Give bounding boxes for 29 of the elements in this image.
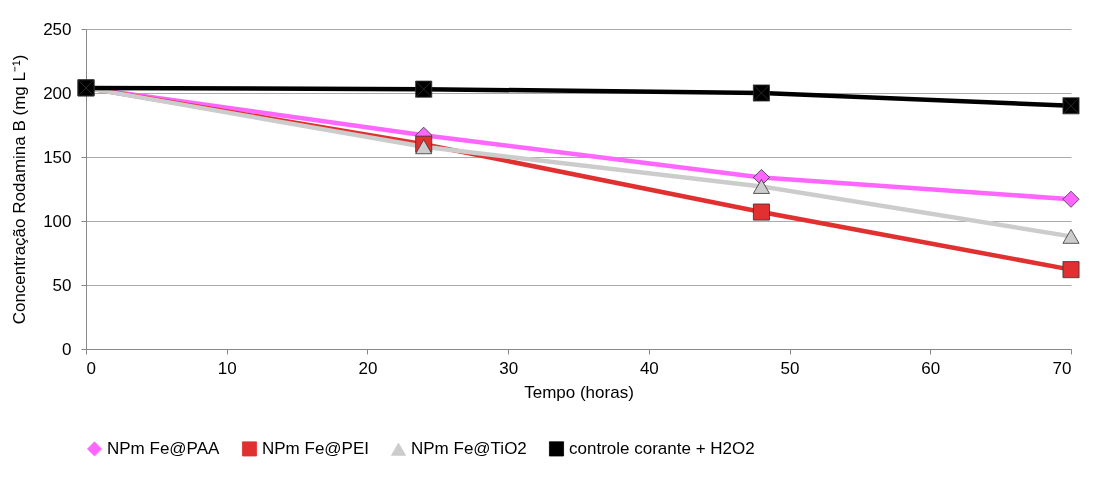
point <box>1062 190 1080 208</box>
point <box>752 179 770 194</box>
y-tick-label: 100 <box>43 211 72 231</box>
legend-label: controle corante + H2O2 <box>569 438 755 458</box>
y-axis-title: Concentração Rodamina B (mg L⁻¹) <box>10 54 30 325</box>
legend-label: NPm Fe@PEI <box>262 438 369 458</box>
point <box>415 80 433 98</box>
x-axis-title: Tempo (horas) <box>524 382 634 402</box>
x-tick-label: 10 <box>217 358 237 378</box>
x-tick-label: 30 <box>499 358 519 378</box>
x-tick-label: 20 <box>358 358 378 378</box>
x-tick-label: 70 <box>1052 358 1072 378</box>
legend-label: NPm Fe@TiO2 <box>411 439 527 459</box>
point <box>1062 261 1080 279</box>
y-tick-label: 250 <box>43 19 72 39</box>
x-tick-label: 60 <box>921 358 941 378</box>
legend-label: NPm Fe@PAA <box>107 438 221 458</box>
y-tick-label: 200 <box>43 83 72 103</box>
point <box>415 139 433 155</box>
y-tick-label: 150 <box>43 147 72 167</box>
point <box>1062 228 1080 244</box>
x-tick-label: 40 <box>639 358 659 378</box>
x-tick-label: 50 <box>780 358 800 378</box>
y-tick-label: 50 <box>52 275 72 295</box>
x-tick-label: 0 <box>86 358 96 378</box>
y-tick-label: 0 <box>62 339 72 359</box>
point <box>752 203 770 221</box>
point <box>1062 97 1080 115</box>
point <box>752 84 770 102</box>
